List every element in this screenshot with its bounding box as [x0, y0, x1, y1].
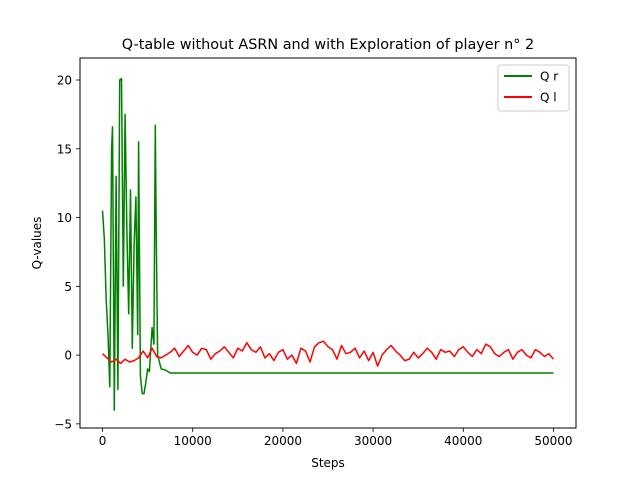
chart-title: Q-table without ASRN and with Exploratio… [122, 37, 534, 53]
series-line-q-l [101, 340, 555, 367]
x-tick-label: 0 [99, 434, 107, 448]
x-tick-label: 30000 [354, 434, 392, 448]
y-tick-label: 15 [57, 142, 72, 156]
axes-frame [79, 57, 577, 429]
y-tick-label: 20 [57, 74, 72, 88]
x-tick-label: 40000 [444, 434, 482, 448]
x-tick-label: 20000 [264, 434, 302, 448]
legend-box [497, 64, 570, 112]
x-tick-label: 10000 [174, 434, 212, 448]
y-axis: −5 0 5 10 15 20 [54, 74, 80, 431]
y-tick-label: 5 [64, 280, 72, 294]
legend-label: Q l [540, 91, 557, 105]
legend: Q r Q l [497, 64, 570, 112]
y-tick-label: −5 [54, 417, 72, 431]
y-axis-label: Q-values [30, 217, 44, 270]
x-axis: 0 10000 20000 30000 40000 50000 [99, 428, 573, 448]
plot-area [101, 77, 555, 411]
x-axis-label: Steps [311, 456, 345, 470]
y-tick-label: 0 [64, 349, 72, 363]
y-tick-label: 10 [57, 211, 72, 225]
legend-label: Q r [540, 70, 558, 84]
series-line-q-r [101, 77, 554, 411]
x-tick-label: 50000 [534, 434, 572, 448]
